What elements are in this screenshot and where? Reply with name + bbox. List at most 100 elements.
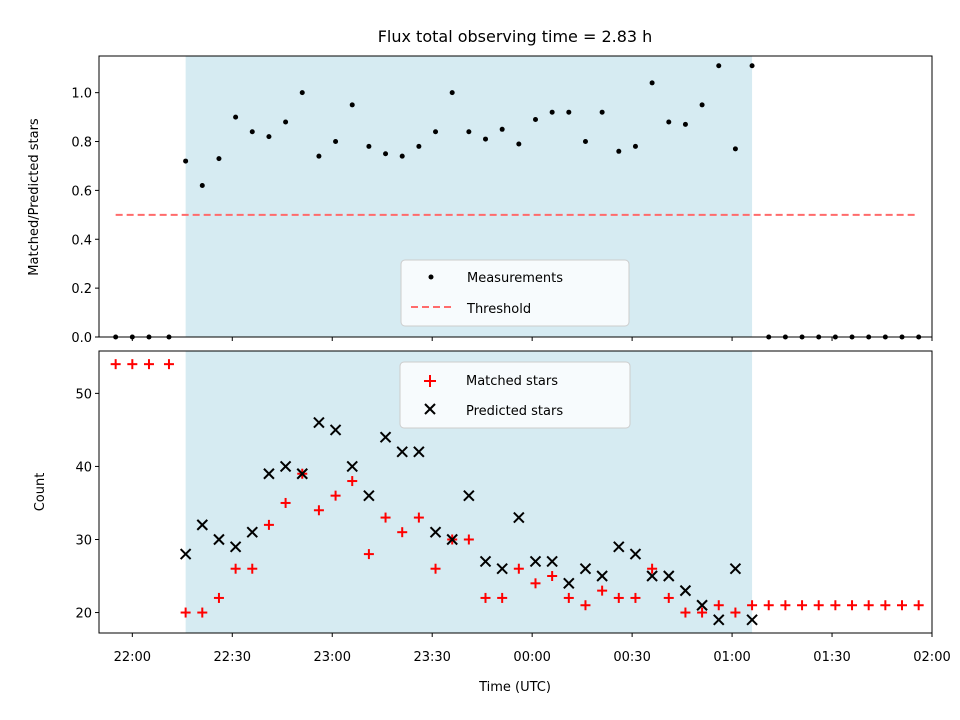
predicted-x-b	[696, 599, 708, 611]
matched-star-point	[143, 359, 154, 370]
predicted-x-b	[263, 468, 275, 480]
predicted-x-b	[363, 489, 375, 502]
matched-star-point	[847, 600, 858, 611]
x-tick-label: 22:00	[114, 650, 151, 665]
predicted-x-b	[513, 511, 525, 524]
matched-star-point	[730, 607, 741, 618]
measurement-point	[233, 114, 239, 120]
predicted-star-point	[196, 519, 208, 531]
predicted-star-point	[263, 468, 275, 480]
legend-matched-marker	[424, 375, 436, 387]
measurement-point	[599, 109, 605, 115]
matched-star-point	[230, 563, 241, 574]
matched-star-point	[747, 600, 758, 611]
matched-star-point	[313, 505, 324, 516]
count-y-axis-label: Count	[33, 473, 48, 512]
measurement-point	[716, 63, 722, 69]
matched-star-point	[380, 512, 391, 523]
predicted-star-point	[446, 533, 458, 546]
matched-star-point	[597, 585, 608, 596]
legend-threshold-label: Threshold	[466, 302, 531, 317]
matched-star-point	[713, 600, 724, 611]
count-y-tick-label: 20	[75, 607, 92, 622]
measurement-point	[433, 129, 439, 135]
matched-star-point	[397, 527, 408, 538]
predicted-x-b	[646, 570, 658, 582]
measurement-point	[466, 129, 472, 135]
measurement-point	[183, 158, 189, 164]
ratio-y-axis-label: Matched/Predicted stars	[27, 118, 42, 276]
predicted-star-point	[413, 446, 425, 458]
predicted-star-point	[713, 614, 725, 626]
legend-predicted-label: Predicted stars	[466, 404, 563, 419]
predicted-star-point	[579, 563, 592, 575]
measurement-point	[632, 143, 638, 149]
predicted-star-point	[429, 526, 442, 538]
ratio-y-tick-label: 1.0	[71, 87, 92, 102]
matched-star-point	[430, 563, 441, 574]
predicted-star-point	[396, 446, 408, 458]
x-tick-label: 22:30	[214, 650, 251, 665]
measurement-point	[366, 143, 372, 149]
count-plot-marks	[110, 359, 924, 626]
predicted-star-point	[629, 548, 642, 560]
measurement-point	[333, 139, 339, 145]
predicted-x-b	[546, 555, 558, 568]
ratio-panel: 0.0 0.2 0.4 0.6 0.8 1.0 Flux total observing …	[27, 27, 933, 346]
measurement-point	[283, 119, 289, 125]
matched-star-point	[180, 607, 191, 618]
predicted-x-b	[396, 446, 408, 458]
matched-star-point	[463, 534, 474, 545]
predicted-x-b	[313, 416, 325, 429]
predicted-star-point	[596, 570, 608, 582]
predicted-star-point	[529, 555, 542, 568]
predicted-star-point	[696, 599, 708, 611]
predicted-x-b	[463, 489, 475, 502]
x-tick-label: 00:30	[613, 650, 650, 665]
predicted-star-point	[613, 541, 625, 553]
measurement-point	[249, 129, 255, 135]
predicted-star-point	[229, 541, 242, 553]
predicted-x-b	[429, 526, 442, 538]
predicted-x-b	[179, 548, 192, 560]
measurement-point	[749, 63, 755, 69]
measurement-point	[399, 153, 405, 159]
measurement-point	[199, 183, 205, 189]
ratio-x-ticks	[131, 337, 933, 341]
predicted-star-point	[246, 526, 258, 538]
matched-star-point	[247, 563, 258, 574]
matched-star-point	[330, 490, 341, 501]
predicted-star-point	[479, 555, 492, 568]
predicted-star-point	[179, 548, 192, 560]
matched-star-point	[413, 512, 424, 523]
matched-star-point	[530, 578, 541, 589]
measurement-point	[416, 143, 422, 149]
measurement-point	[682, 121, 688, 127]
predicted-star-point	[663, 570, 675, 582]
chart-title: Flux total observing time = 2.83 h	[378, 27, 653, 46]
x-tick-label: 02:00	[913, 650, 950, 665]
matched-star-point	[830, 600, 841, 611]
predicted-star-point	[346, 460, 358, 473]
matched-star-point	[280, 497, 291, 508]
measurement-point	[299, 90, 305, 96]
predicted-x-b	[663, 570, 675, 582]
predicted-star-point	[363, 489, 375, 502]
predicted-x-b	[713, 614, 725, 626]
predicted-star-point	[379, 431, 392, 443]
predicted-x-b	[613, 541, 625, 553]
measurement-point	[582, 139, 588, 145]
predicted-star-point	[279, 460, 292, 473]
matched-star-point	[197, 607, 208, 618]
count-axes-frame	[98, 350, 933, 634]
predicted-star-point	[563, 577, 575, 590]
count-y-axis: 20 30 40 50	[75, 387, 99, 622]
predicted-x-b	[679, 584, 692, 597]
matched-star-point	[863, 600, 874, 611]
predicted-x-b	[229, 541, 242, 553]
predicted-star-point	[646, 570, 658, 582]
matched-star-point	[513, 563, 524, 574]
count-y-tick-label: 30	[75, 533, 92, 548]
x-axis-label: Time (UTC)	[478, 680, 551, 695]
